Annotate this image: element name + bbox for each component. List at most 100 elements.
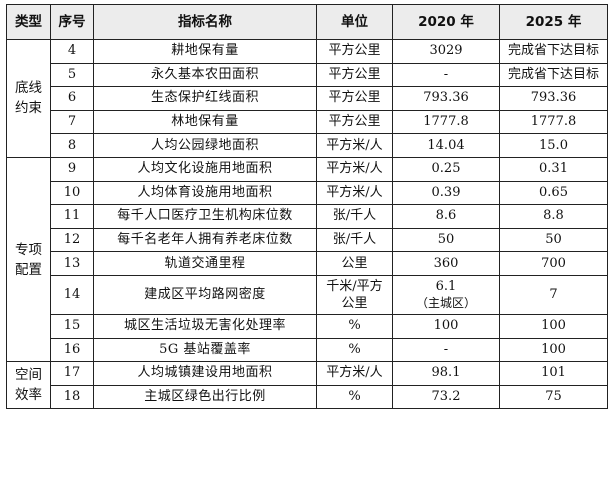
table-row: 12 每千名老年人拥有养老床位数 张/千人 50 50 — [7, 227, 608, 253]
row-2025: 0.65 — [499, 180, 608, 206]
row-unit: 平方米/人 — [316, 180, 393, 206]
table-row: 18 主城区绿色出行比例 % 73.2 75 — [7, 384, 608, 410]
row-2020: 8.6 — [392, 204, 500, 229]
row-unit-line: 公里 — [341, 295, 368, 311]
row-2025: 101 — [499, 361, 608, 386]
row-2025: 50 — [499, 227, 608, 253]
row-unit: 平方米/人 — [316, 133, 393, 158]
row-unit: 平方公里 — [316, 109, 393, 135]
row-2020: 793.36 — [392, 86, 500, 111]
table-row: 6 生态保护红线面积 平方公里 793.36 793.36 — [7, 86, 608, 111]
row-no: 17 — [50, 361, 94, 386]
row-name: 生态保护红线面积 — [93, 86, 317, 111]
row-no: 9 — [50, 156, 94, 182]
row-2020: 50 — [392, 227, 500, 253]
row-2025: 7 — [499, 274, 608, 315]
table-row: 14 建成区平均路网密度 千米/平方 公里 6.1 （主城区） 7 — [7, 274, 608, 315]
group-label-line: 效率 — [15, 387, 42, 404]
row-name: 人均体育设施用地面积 — [93, 180, 317, 206]
row-2025: 8.8 — [499, 204, 608, 229]
row-name: 林地保有量 — [93, 109, 317, 135]
row-2025: 700 — [499, 251, 608, 276]
row-unit: 张/千人 — [316, 227, 393, 253]
row-unit: 张/千人 — [316, 204, 393, 229]
row-2020: 6.1 （主城区） — [392, 274, 500, 315]
row-no: 10 — [50, 180, 94, 206]
row-2020: 14.04 — [392, 133, 500, 158]
row-name: 人均城镇建设用地面积 — [93, 361, 317, 386]
table-row: 11 每千人口医疗卫生机构床位数 张/千人 8.6 8.8 — [7, 204, 608, 229]
row-unit: 平方米/人 — [316, 361, 393, 386]
row-2020-line: 6.1 — [435, 278, 457, 294]
table-row: 8 人均公园绿地面积 平方米/人 14.04 15.0 — [7, 133, 608, 158]
row-2025: 0.31 — [499, 156, 608, 182]
row-no: 6 — [50, 86, 94, 111]
row-name: 耕地保有量 — [93, 39, 317, 64]
table-row: 15 城区生活垃圾无害化处理率 % 100 100 — [7, 313, 608, 339]
row-unit: % — [316, 313, 393, 339]
row-no: 18 — [50, 384, 94, 410]
row-name: 主城区绿色出行比例 — [93, 384, 317, 410]
row-2020: 0.25 — [392, 156, 500, 182]
table-row: 5 永久基本农田面积 平方公里 - 完成省下达目标 — [7, 62, 608, 88]
row-name: 每千名老年人拥有养老床位数 — [93, 227, 317, 253]
table-row: 空间 效率 17 人均城镇建设用地面积 平方米/人 98.1 101 — [6, 361, 608, 410]
row-name: 人均公园绿地面积 — [93, 133, 317, 158]
row-no: 15 — [50, 313, 94, 339]
row-no: 11 — [50, 204, 94, 229]
row-no: 14 — [50, 274, 94, 315]
row-no: 16 — [50, 337, 94, 363]
row-2020: 3029 — [392, 39, 500, 64]
header-2020: 2020 年 — [392, 4, 500, 40]
row-2020: 98.1 — [392, 361, 500, 386]
row-unit: 千米/平方 公里 — [316, 274, 393, 315]
row-name: 城区生活垃圾无害化处理率 — [93, 313, 317, 339]
table-row: 7 林地保有量 平方公里 1777.8 1777.8 — [7, 109, 608, 135]
table-row: 专项 配置 9 人均文化设施用地面积 平方米/人 0.25 0.31 — [6, 156, 608, 363]
header-unit: 单位 — [316, 4, 393, 40]
row-2025: 100 — [499, 337, 608, 363]
row-unit: 平方公里 — [316, 86, 393, 111]
row-unit: 平方米/人 — [316, 156, 393, 182]
row-unit: 平方公里 — [316, 62, 393, 88]
header-row: 类型 序号 指标名称 单位 2020 年 2025 年 — [6, 4, 608, 40]
row-no: 5 — [50, 62, 94, 88]
row-unit: 平方公里 — [316, 39, 393, 64]
row-2020: - — [392, 62, 500, 88]
row-no: 4 — [50, 39, 94, 64]
group-label-line: 底线 — [15, 80, 42, 97]
row-2020: 73.2 — [392, 384, 500, 410]
table-row: 10 人均体育设施用地面积 平方米/人 0.39 0.65 — [7, 180, 608, 206]
row-name: 每千人口医疗卫生机构床位数 — [93, 204, 317, 229]
group-label-bottomline: 底线 约束 — [6, 39, 51, 158]
row-name: 建成区平均路网密度 — [93, 274, 317, 315]
row-name: 永久基本农田面积 — [93, 62, 317, 88]
row-no: 13 — [50, 251, 94, 276]
header-name: 指标名称 — [93, 4, 317, 40]
row-2025: 1777.8 — [499, 109, 608, 135]
row-2020: 100 — [392, 313, 500, 339]
header-no: 序号 — [50, 4, 94, 40]
row-2025: 完成省下达目标 — [499, 62, 608, 88]
row-unit-line: 千米/平方 — [326, 278, 383, 294]
row-no: 12 — [50, 227, 94, 253]
header-2025: 2025 年 — [499, 4, 608, 40]
row-unit: % — [316, 337, 393, 363]
row-2020: 1777.8 — [392, 109, 500, 135]
group-label-special: 专项 配置 — [6, 156, 51, 363]
row-2025: 75 — [499, 384, 608, 410]
row-unit: 公里 — [316, 251, 393, 276]
row-name: 人均文化设施用地面积 — [93, 156, 317, 182]
group-label-line: 空间 — [15, 367, 42, 384]
row-no: 8 — [50, 133, 94, 158]
row-2025: 完成省下达目标 — [499, 39, 608, 64]
table-row: 底线 约束 4 耕地保有量 平方公里 3029 完成省下达目标 — [6, 39, 608, 158]
row-unit: % — [316, 384, 393, 410]
row-2020: 0.39 — [392, 180, 500, 206]
row-no: 7 — [50, 109, 94, 135]
table-row: 13 轨道交通里程 公里 360 700 — [7, 251, 608, 276]
row-name: 5G 基站覆盖率 — [93, 337, 317, 363]
row-2020: 360 — [392, 251, 500, 276]
row-2020: - — [392, 337, 500, 363]
group-label-line: 配置 — [15, 261, 42, 278]
